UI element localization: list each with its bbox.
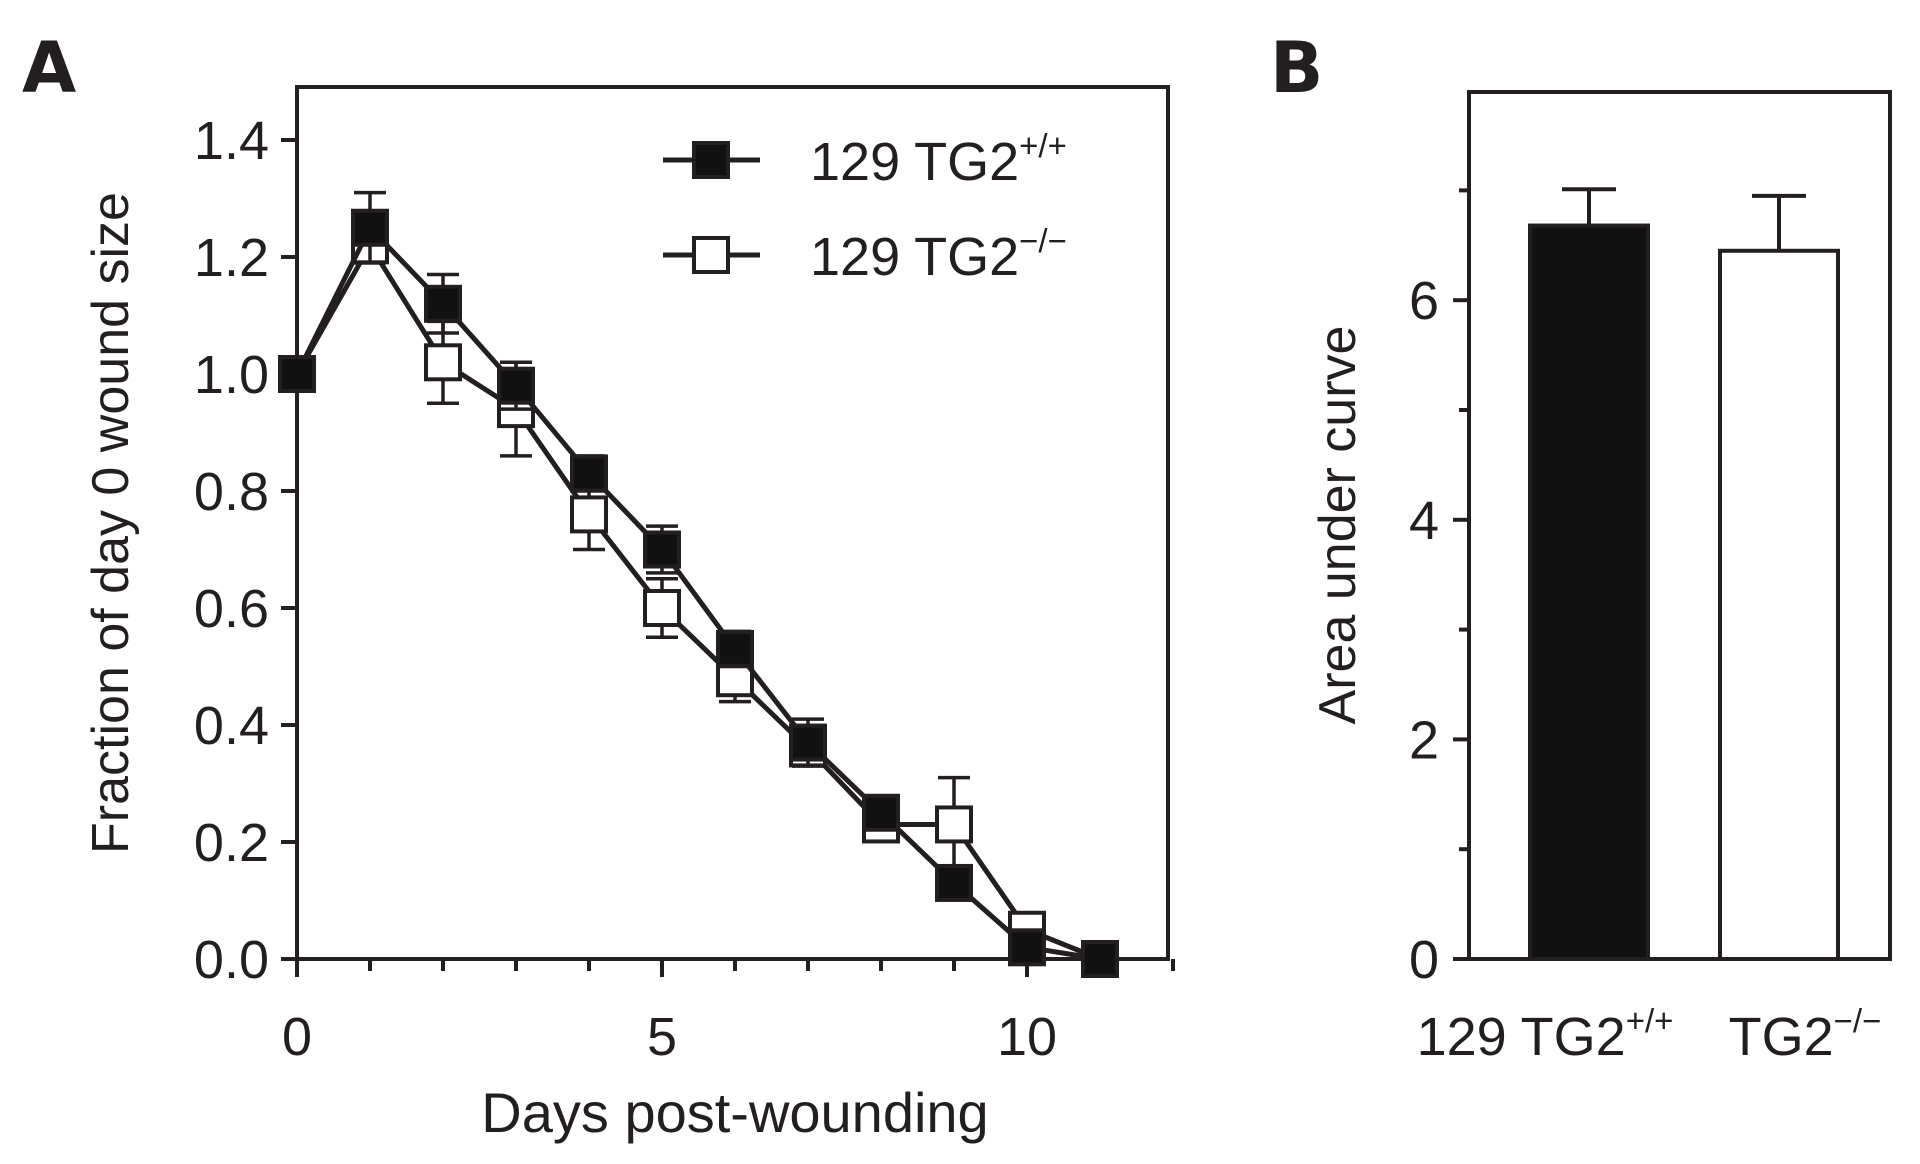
legend-label: 129 TG2−/− (810, 222, 1067, 287)
panel-a-x-axis-title: Days post-wounding (481, 1081, 988, 1144)
data-point (570, 454, 608, 493)
bar-category-label-base: TG2 (1729, 1007, 1834, 1067)
panel-a-y-tick-label: 0.0 (194, 930, 269, 990)
legend-filled-square-marker (692, 141, 730, 179)
bar-tg2-wt (1528, 223, 1650, 961)
bar-category-label: 129 TG2+/+ (1417, 1002, 1674, 1067)
data-point (862, 793, 900, 832)
panel-b-y-tick-label: 2 (1409, 710, 1439, 770)
panel-a-y-axis-title: Fraction of day 0 wound size (82, 192, 140, 854)
data-point (570, 495, 608, 534)
panel-a-y-tick-label: 1.0 (194, 345, 269, 405)
panel-a-axes: 0.0 0.2 0.4 0.6 0.8 1.0 1.2 1.4 0 5 10 (194, 111, 1175, 1067)
data-point (424, 284, 462, 323)
data-point (935, 805, 973, 844)
legend-label-base: 129 TG2 (810, 227, 1019, 287)
data-point (1008, 928, 1046, 967)
data-point (278, 355, 316, 393)
panel-a-y-tick-label: 0.2 (194, 813, 269, 873)
bar-category-label-superscript: −/− (1834, 1002, 1882, 1039)
data-point (789, 723, 827, 762)
panel-a-y-tick-label: 0.8 (194, 462, 269, 522)
panel-a-plot-frame (295, 85, 1170, 961)
series-tg2-wt (278, 190, 1119, 978)
panel-a-y-tick-label: 1.4 (194, 111, 269, 171)
data-point (424, 343, 462, 382)
panel-b-y-tick-label: 0 (1409, 930, 1439, 990)
bar-group: TG2−/− (1718, 193, 1882, 1067)
legend-label-base: 129 TG2 (810, 132, 1019, 192)
panel-b-y-tick-label: 6 (1409, 271, 1439, 331)
bar-category-label: TG2−/− (1729, 1002, 1882, 1067)
legend-open-square-marker (692, 236, 730, 274)
panel-a-y-tick-label: 0.6 (194, 579, 269, 639)
data-point (935, 863, 973, 902)
bar-tg2-ko (1718, 248, 1840, 962)
panel-b-letter: B (1270, 27, 1323, 109)
panel-a-y-tick-label: 0.4 (194, 696, 269, 756)
data-point (351, 208, 389, 247)
panel-a-series (278, 190, 1119, 978)
panel-a: A 0.00.20.40.60.81.01.21.40 5 10 129 TG2+/… (22, 27, 1175, 1144)
data-point (716, 629, 754, 668)
legend-entry: 129 TG2+/+ (663, 127, 1067, 192)
panel-b-y-tick-label: 4 (1409, 491, 1439, 551)
data-point (1081, 940, 1119, 978)
bar-category-label-base: 129 TG2 (1417, 1007, 1626, 1067)
panel-a-x-tick-label: 0 (282, 1007, 312, 1067)
series-line (294, 223, 1101, 962)
bar-group: 129 TG2+/+ (1417, 187, 1674, 1067)
panel-a-x-tick-label: 10 (997, 1007, 1057, 1067)
data-point (643, 589, 681, 627)
panel-b-y-axis-title: Area under curve (1309, 326, 1367, 725)
data-point (643, 530, 681, 569)
panel-a-letter: A (22, 27, 76, 109)
panel-b-bars: 129 TG2+/+ TG2−/− (1417, 187, 1882, 1067)
panel-b-plot-frame (1467, 90, 1892, 961)
panel-a-legend: 129 TG2+/+129 TG2−/− (663, 127, 1067, 287)
data-point (497, 366, 535, 405)
legend-label: 129 TG2+/+ (810, 127, 1067, 192)
legend-label-superscript: −/− (1019, 222, 1067, 259)
panel-b: B 0 2 4 6 129 TG2+/+ TG2−/− Area under curve (1270, 27, 1892, 1067)
panel-a-y-tick-label: 1.2 (194, 228, 269, 288)
legend-entry: 129 TG2−/− (663, 222, 1067, 287)
bar-category-label-superscript: +/+ (1626, 1002, 1674, 1039)
legend-label-superscript: +/+ (1019, 127, 1067, 164)
panel-a-x-tick-label: 5 (647, 1007, 677, 1067)
panel-b-axes: 0 2 4 6 (1409, 188, 1469, 990)
